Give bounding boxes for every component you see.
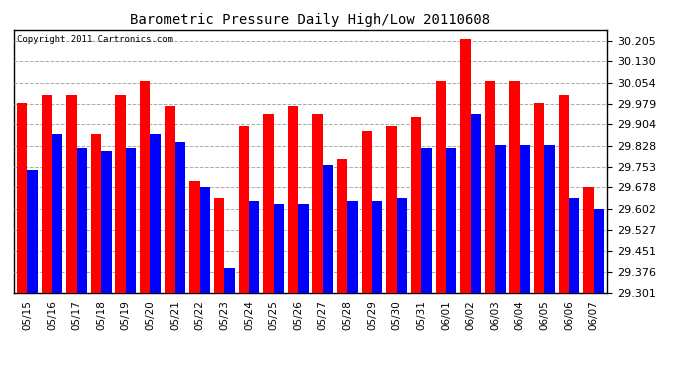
Bar [372,201,382,292]
Bar [175,142,186,292]
Bar [288,106,298,292]
Bar [593,209,604,292]
Bar [471,114,481,292]
Bar [569,198,580,292]
Bar [214,198,224,292]
Bar [348,201,358,292]
Bar [41,95,52,292]
Bar [165,106,175,292]
Bar [66,95,77,292]
Bar [273,204,284,292]
Bar [249,201,259,292]
Bar [495,145,506,292]
Bar [126,148,136,292]
Text: Copyright 2011 Cartronics.com: Copyright 2011 Cartronics.com [17,35,172,44]
Bar [115,95,126,292]
Bar [17,103,28,292]
Bar [485,81,495,292]
Bar [224,268,235,292]
Bar [298,204,308,292]
Bar [199,187,210,292]
Bar [263,114,273,292]
Title: Barometric Pressure Daily High/Low 20110608: Barometric Pressure Daily High/Low 20110… [130,13,491,27]
Bar [520,145,530,292]
Bar [77,148,87,292]
Bar [583,187,593,292]
Bar [28,170,38,292]
Bar [323,165,333,292]
Bar [362,131,372,292]
Bar [101,151,112,292]
Bar [534,103,544,292]
Bar [313,114,323,292]
Bar [189,182,199,292]
Bar [544,145,555,292]
Bar [150,134,161,292]
Bar [446,148,456,292]
Bar [422,148,432,292]
Bar [435,81,446,292]
Bar [140,81,150,292]
Bar [397,198,407,292]
Bar [559,95,569,292]
Bar [52,134,62,292]
Bar [509,81,520,292]
Bar [411,117,422,292]
Bar [386,126,397,292]
Bar [460,39,471,292]
Bar [91,134,101,292]
Bar [239,126,249,292]
Bar [337,159,348,292]
